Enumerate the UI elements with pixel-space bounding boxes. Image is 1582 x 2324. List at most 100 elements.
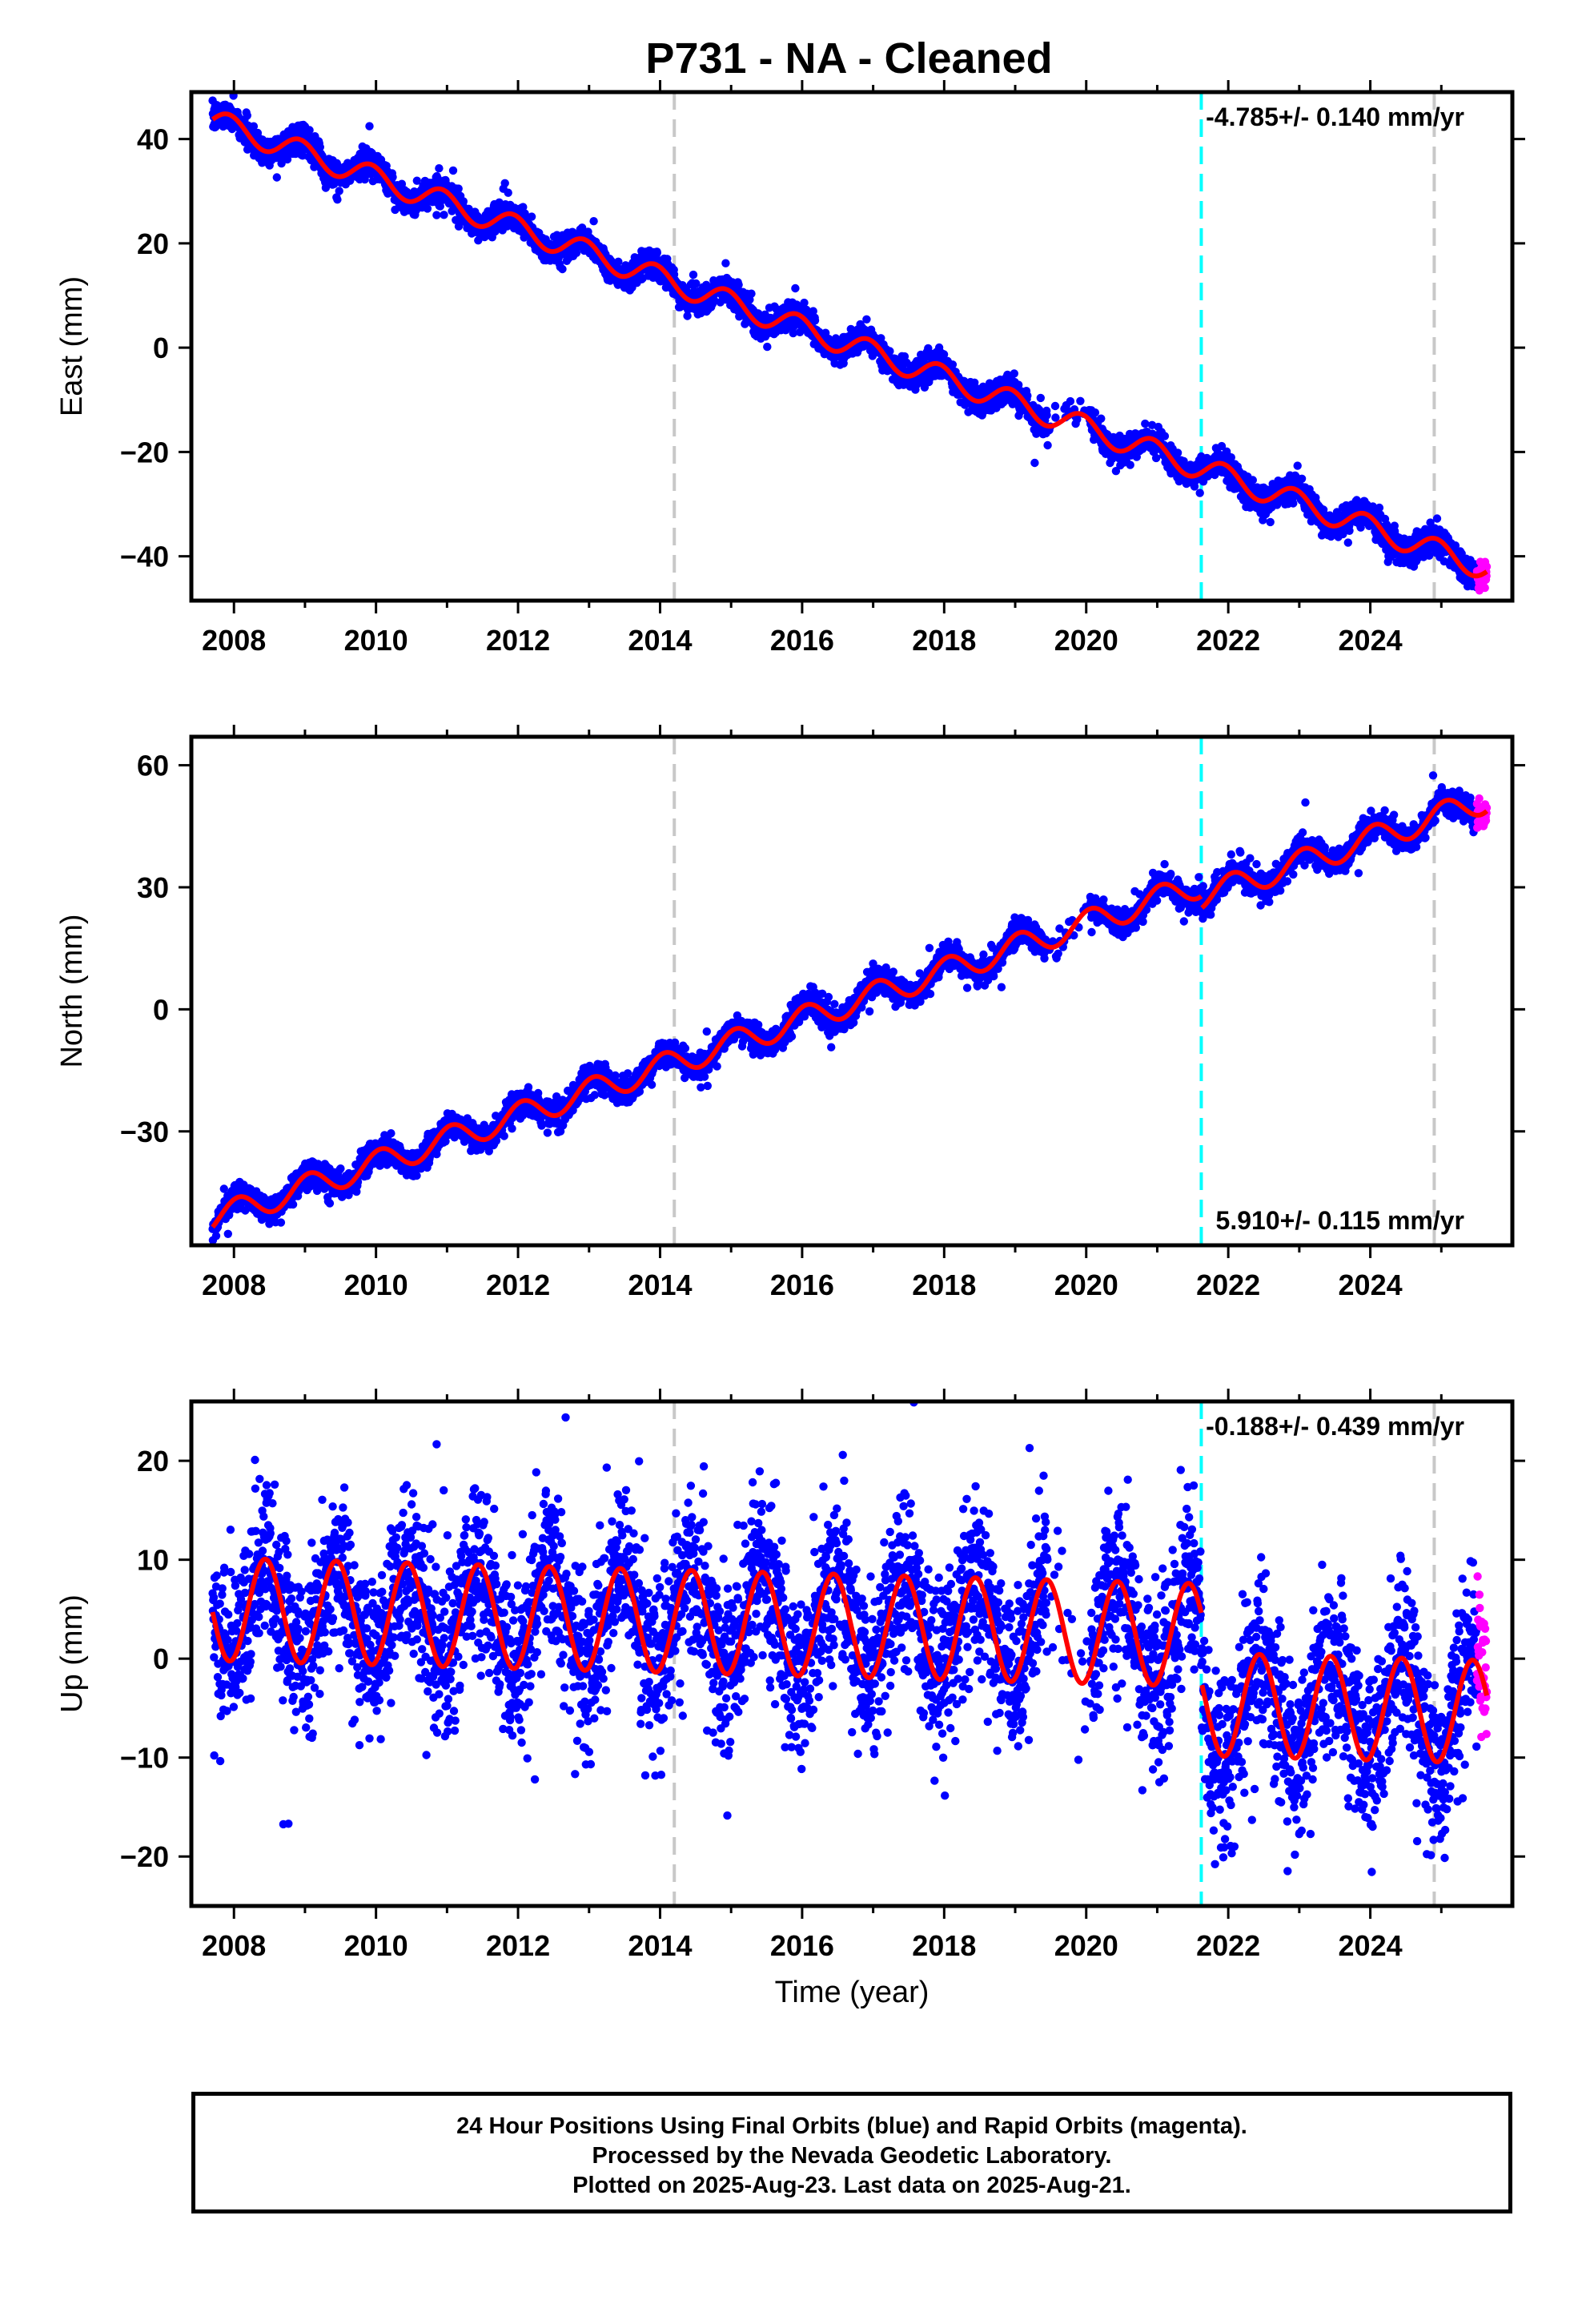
- page-title: P731 - NA - Cleaned: [645, 34, 1053, 82]
- east-data-point: [1051, 413, 1060, 422]
- east-data-point: [885, 347, 894, 356]
- east-data-point: [810, 316, 820, 325]
- east-data-point: [1248, 476, 1258, 485]
- east-xtick-label: 2014: [628, 624, 692, 657]
- east-data-point: [495, 198, 504, 207]
- east-data-point: [652, 248, 661, 257]
- north-data-point: [241, 1206, 250, 1215]
- east-data-point: [305, 126, 314, 135]
- east-data-point: [283, 155, 292, 164]
- east-data-point: [1339, 529, 1347, 539]
- east-data-point: [1050, 401, 1060, 411]
- east-data-point: [504, 188, 512, 197]
- east-data-point: [527, 212, 536, 221]
- east-data-point: [877, 334, 885, 343]
- east-data-point: [1023, 391, 1032, 400]
- east-data-point: [809, 307, 817, 316]
- east-frame: [189, 90, 1515, 603]
- east-data-point: [440, 211, 448, 219]
- east-data-point: [800, 298, 809, 308]
- east-data-point: [689, 270, 698, 279]
- east-data-point: [763, 342, 772, 352]
- east-data-point: [747, 289, 756, 298]
- east-data-point: [249, 122, 259, 131]
- east-model-fit-0: [211, 111, 1488, 579]
- east-data-point: [1173, 448, 1182, 457]
- east-data-point: [360, 175, 369, 184]
- east-data-point: [862, 315, 871, 324]
- east-data-point: [1227, 453, 1236, 462]
- east-data-point: [614, 257, 623, 266]
- north-data-point: [276, 1218, 286, 1227]
- east-data-point: [435, 164, 444, 173]
- east-data-point: [1010, 369, 1019, 378]
- chart-east: 2008 2010 2012 2014 2016 2018 2020 2022 2024−40−…: [55, 80, 1525, 657]
- east-xtick-label: 2018: [912, 624, 976, 657]
- east-xtick-label: 2022: [1196, 624, 1260, 657]
- east-data-point: [1345, 526, 1354, 535]
- east-ytick-label: 20: [137, 227, 169, 260]
- east-data-point: [948, 360, 958, 369]
- east-data-point: [683, 312, 692, 320]
- east-data-point: [388, 173, 397, 182]
- east-xtick-label: 2012: [486, 624, 550, 657]
- east-data-point: [772, 304, 781, 313]
- east-data-point: [459, 197, 468, 206]
- east-data-point: [1217, 441, 1227, 451]
- east-ytick-label: 40: [137, 123, 169, 156]
- east-data-point: [721, 259, 730, 267]
- north-data-point: [225, 1211, 234, 1220]
- north-points: [208, 771, 1492, 1244]
- east-data-point: [558, 264, 567, 274]
- east-data-point: [939, 350, 949, 359]
- east-data-point: [315, 143, 324, 151]
- east-data-point: [959, 376, 969, 385]
- east-data-point: [432, 211, 441, 219]
- north-data-point: [223, 1229, 232, 1238]
- east-data-point: [1111, 467, 1121, 476]
- east-data-point: [520, 209, 529, 218]
- east-data-point: [1356, 523, 1365, 532]
- east-xtick-label: 2024: [1339, 624, 1403, 657]
- east-data-point: [1482, 562, 1492, 571]
- east-data-point: [412, 176, 421, 185]
- north-plot-area: [208, 737, 1492, 1245]
- east-data-point: [448, 166, 458, 175]
- east-data-point: [1066, 396, 1075, 406]
- east-data-point: [1432, 514, 1442, 523]
- east-data-point: [1042, 411, 1051, 420]
- east-data-point: [1043, 440, 1052, 450]
- east-data-point: [791, 283, 800, 293]
- east-data-point: [1147, 420, 1157, 429]
- east-xtick-label: 2010: [344, 624, 408, 657]
- east-data-point: [335, 187, 343, 195]
- east-data-point: [1195, 489, 1204, 497]
- east-data-point: [900, 352, 909, 361]
- east-data-point: [1036, 393, 1046, 403]
- east-data-point: [333, 195, 342, 204]
- east-data-point: [1439, 557, 1449, 566]
- east-data-point: [423, 204, 432, 213]
- east-data-point: [1032, 429, 1041, 438]
- east-data-point: [692, 279, 701, 288]
- east-data-point: [1126, 460, 1134, 469]
- east-data-point: [519, 203, 528, 211]
- east-rate-label: -4.785+/- 0.140 mm/yr: [1206, 103, 1464, 131]
- chart-north: 2008 2010 2012 2014 2016 2018 2020 2022 2024−300…: [55, 725, 1525, 1301]
- east-data-point: [1151, 453, 1161, 463]
- east-data-point: [1343, 538, 1353, 547]
- east-xtick-label: 2008: [202, 624, 266, 657]
- east-data-point: [1293, 461, 1302, 470]
- east-xtick-label: 2016: [770, 624, 834, 657]
- north-data-point: [288, 1200, 298, 1209]
- east-data-point: [243, 111, 251, 120]
- east-data-point: [1266, 517, 1275, 527]
- east-data-point: [1425, 551, 1434, 560]
- east-data-point: [365, 122, 374, 131]
- north-data-point: [211, 1232, 221, 1240]
- east-data-point: [1014, 380, 1023, 389]
- east-data-point: [1090, 408, 1100, 417]
- east-data-point: [1160, 432, 1170, 440]
- east-plot-area: [208, 92, 1492, 601]
- east-data-point: [1141, 419, 1150, 428]
